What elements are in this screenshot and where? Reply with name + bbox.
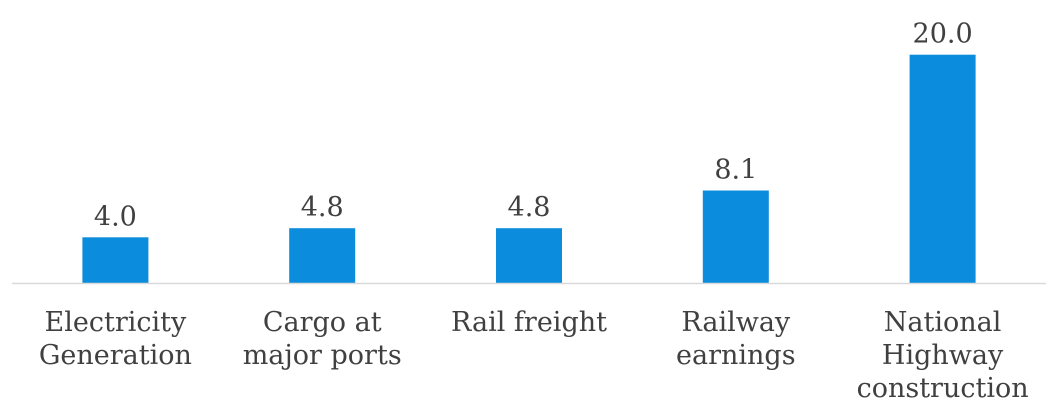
category-label-line: National (884, 307, 1002, 338)
category-label-line: Highway (882, 340, 1004, 371)
value-label-5: 20.0 (913, 19, 973, 50)
category-label-5: National Highway construction (857, 307, 1029, 404)
category-labels-group: Electricity Generation Cargo at major ports… (39, 307, 1029, 404)
category-label-line: Railway (681, 307, 791, 338)
category-label-line: Cargo at (263, 307, 382, 338)
category-label-line: Generation (39, 340, 192, 371)
category-label-line: Electricity (45, 307, 187, 338)
category-label-1: Electricity Generation (39, 307, 192, 371)
value-label-1: 4.0 (94, 201, 137, 232)
value-label-3: 4.8 (508, 192, 551, 223)
bar-3 (496, 228, 562, 283)
bar-5 (909, 54, 976, 284)
value-label-4: 8.1 (714, 155, 757, 186)
value-label-2: 4.8 (301, 192, 344, 223)
category-label-3: Rail freight (451, 307, 607, 338)
bars-group (82, 54, 976, 284)
bar-2 (289, 228, 356, 283)
category-label-2: Cargo at major ports (243, 307, 402, 371)
category-label-line: construction (857, 373, 1029, 404)
category-label-4: Railway earnings (676, 307, 796, 371)
bar-4 (702, 190, 769, 283)
bar-1 (82, 237, 149, 283)
value-labels-group: 4.0 4.8 4.8 8.1 20.0 (94, 19, 973, 233)
category-label-line: earnings (676, 340, 796, 371)
category-label-line: major ports (243, 340, 402, 371)
category-label-line: Rail freight (451, 307, 607, 338)
